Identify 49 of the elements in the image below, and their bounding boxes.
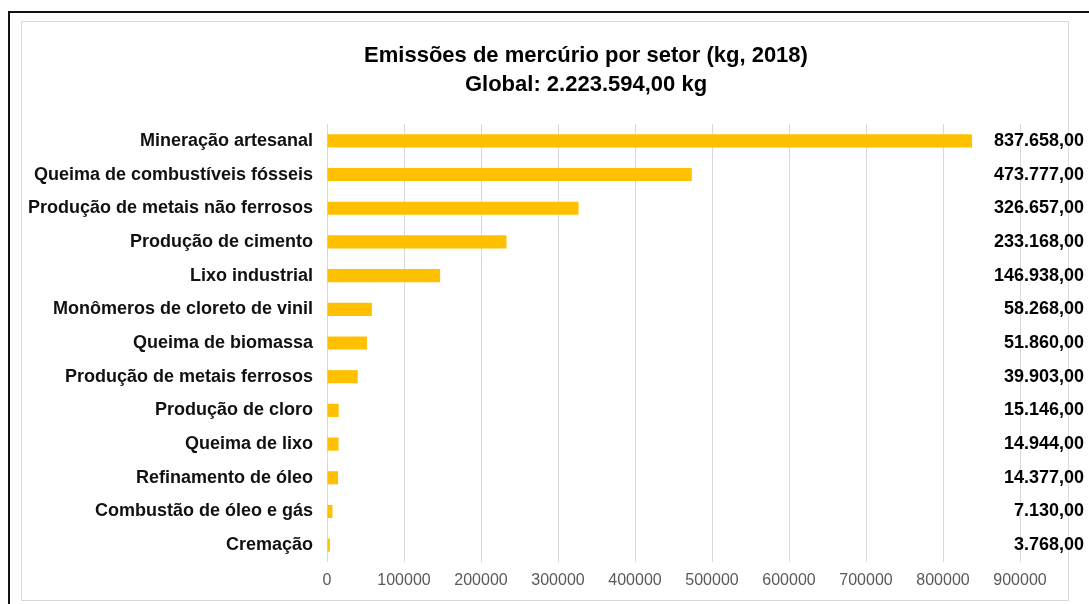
bar: [327, 370, 358, 384]
data-label: 51.860,00: [1003, 331, 1084, 352]
y-tick-label: Produção de cloro: [154, 399, 313, 420]
y-tick-label: Lixo industrial: [189, 264, 313, 285]
y-tick-label: Produção de cimento: [129, 230, 313, 251]
data-label: 3.768,00: [1013, 534, 1084, 555]
data-label: 837.658,00: [993, 129, 1084, 150]
data-label: 326.657,00: [993, 197, 1084, 218]
y-tick-label: Produção de metais não ferrosos: [27, 197, 313, 218]
data-label: 14.377,00: [1003, 466, 1084, 487]
y-tick-label: Cremação: [225, 534, 313, 555]
y-tick-label: Produção de metais ferrosos: [64, 365, 313, 386]
chart-title: Emissões de mercúrio por setor (kg, 2018): [364, 42, 808, 68]
x-tick-label: 500000: [685, 571, 739, 589]
x-tick-label: 800000: [916, 571, 970, 589]
bar: [327, 302, 372, 316]
data-label: 15.146,00: [1003, 399, 1084, 420]
data-label: 39.903,00: [1003, 365, 1084, 386]
bar: [327, 201, 579, 215]
x-tick-label: 600000: [762, 571, 816, 589]
data-label: 473.777,00: [993, 163, 1084, 184]
data-label: 58.268,00: [1003, 298, 1084, 319]
y-tick-label: Queima de biomassa: [132, 331, 314, 352]
bar: [327, 167, 692, 182]
y-tick-label: Queima de combustíveis fósseis: [33, 163, 313, 184]
chart-subtitle: Global: 2.223.594,00 kg: [464, 71, 708, 97]
x-tick-label: 400000: [608, 571, 662, 589]
data-label: 7.130,00: [1013, 500, 1084, 521]
x-tick-label: 100000: [377, 571, 431, 589]
y-tick-label: Refinamento de óleo: [135, 466, 313, 487]
x-tick-label: 0: [322, 571, 332, 589]
x-tick-label: 900000: [993, 571, 1047, 589]
data-label: 14.944,00: [1003, 433, 1084, 454]
x-tick-label: 300000: [531, 571, 585, 589]
bar: [327, 403, 339, 417]
bar: [327, 471, 339, 485]
data-label: 146.938,00: [993, 264, 1084, 285]
x-tick-label: 700000: [839, 571, 893, 589]
data-label: 233.168,00: [993, 230, 1084, 251]
y-tick-label: Combustão de óleo e gás: [94, 500, 313, 521]
y-tick-label: Monômeros de cloreto de vinil: [52, 298, 313, 319]
bar: [327, 235, 507, 249]
bar: [327, 437, 339, 451]
y-tick-label: Queima de lixo: [184, 433, 313, 454]
bar: [327, 336, 367, 350]
bar: [327, 269, 441, 283]
y-tick-label: Mineração artesanal: [139, 129, 313, 150]
x-tick-label: 200000: [454, 571, 508, 589]
bar: [327, 134, 972, 148]
